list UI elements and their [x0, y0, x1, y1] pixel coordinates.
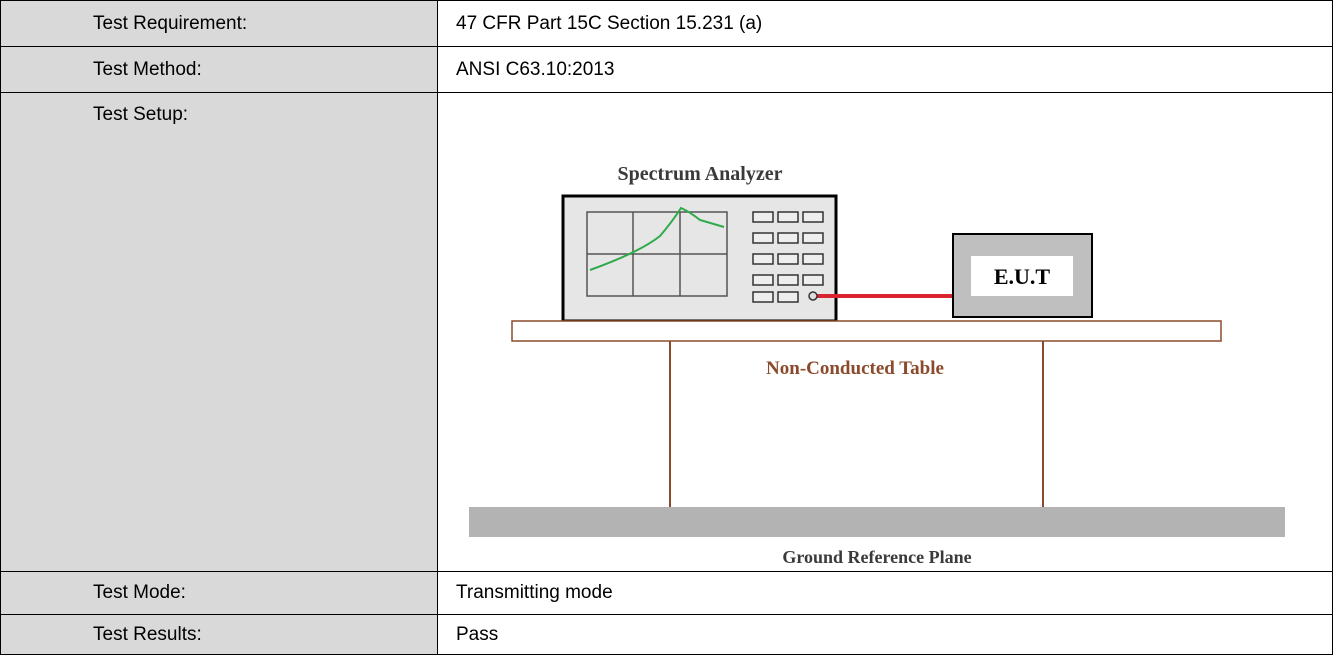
eut-label-bg [971, 256, 1073, 296]
label: Test Setup: [93, 104, 189, 125]
value-cell: Transmitting mode [437, 571, 1333, 615]
label: Test Mode: [93, 582, 186, 603]
label-cell: Test Requirement: [0, 0, 438, 47]
trace [589, 206, 725, 271]
ground-plane [469, 507, 1285, 537]
value: Pass [456, 623, 499, 645]
ground-label: Ground Reference Plane [782, 547, 971, 567]
eut-label: E.U.T [994, 264, 1051, 289]
label-cell: Test Setup: [0, 92, 438, 572]
connector [808, 291, 818, 301]
screen-grid [586, 211, 728, 297]
label: Test Results: [93, 623, 202, 645]
value: ANSI C63.10:2013 [456, 58, 615, 80]
table-label: Non-Conducted Table [766, 358, 944, 379]
analyzer-label: Spectrum Analyzer [618, 163, 783, 185]
label: Test Requirement: [93, 12, 248, 34]
table-top [511, 320, 1222, 342]
buttons [752, 211, 824, 303]
label-cell: Test Results: [0, 614, 438, 655]
label: Test Method: [93, 58, 202, 80]
label-cell: Test Method: [0, 46, 438, 93]
value: 47 CFR Part 15C Section 15.231 (a) [456, 12, 763, 34]
value: Transmitting mode [456, 582, 613, 603]
